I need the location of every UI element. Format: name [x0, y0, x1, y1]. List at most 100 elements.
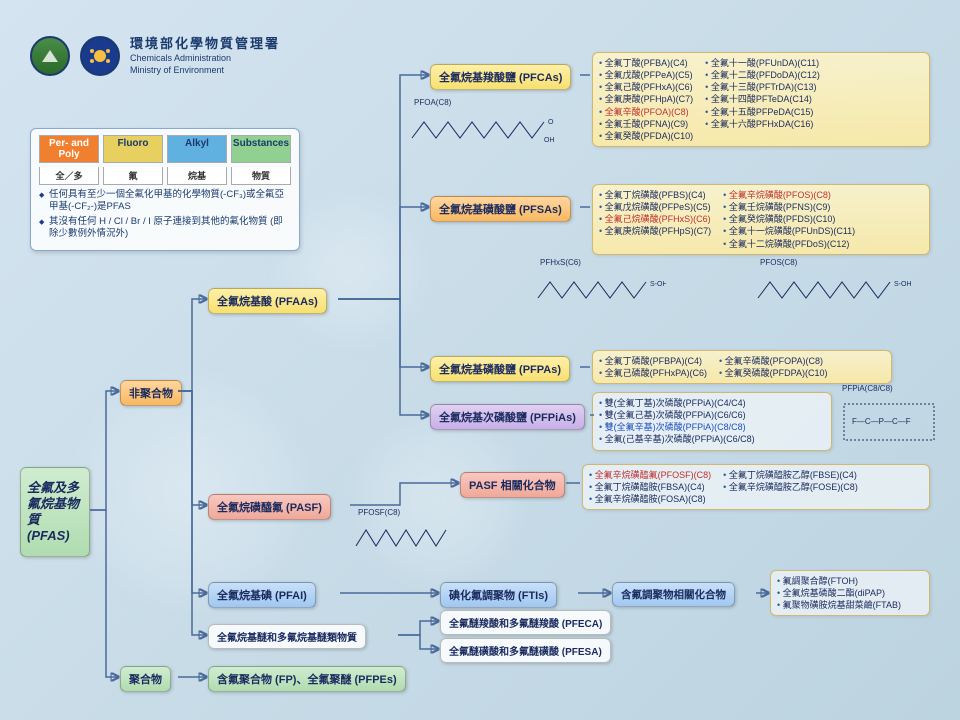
- legend-p-cn: 全／多: [39, 167, 99, 185]
- legend-s-cn: 物質: [231, 167, 291, 185]
- node-pfai: 全氟烷基碘 (PFAI): [208, 582, 316, 608]
- list-item: 全氟辛烷磺醯氟(PFOSF)(C8): [589, 469, 711, 481]
- ftis-label: 碘化氟調聚物 (FTIs): [449, 587, 548, 603]
- pfaas-label: 全氟烷基酸 (PFAAs): [217, 293, 318, 309]
- list-item: 全氟十二烷磺酸(PFDoS)(C12): [723, 238, 855, 250]
- chem-pfpia-label: PFPiA(C8/C8): [842, 384, 893, 393]
- chem-pfoa-icon: O OH: [410, 108, 560, 148]
- list-item: 氟聚物磺胺烷基甜菜鹼(FTAB): [777, 599, 923, 611]
- svg-text:S-OH: S-OH: [894, 281, 912, 288]
- pfpias-label: 全氟烷基次磷酸鹽 (PFPiAs): [439, 409, 576, 425]
- list-item: 全氟丁烷磺醯胺(FBSA)(C4): [589, 481, 711, 493]
- node-polymer: 聚合物: [120, 666, 171, 692]
- detail-pfsas: 全氟丁烷磺酸(PFBS)(C4)全氟戊烷磺酸(PFPeS)(C5)全氟己烷磺酸(…: [592, 184, 930, 255]
- detail-pasf-related: 全氟辛烷磺醯氟(PFOSF)(C8)全氟丁烷磺醯胺(FBSA)(C4)全氟辛烷磺…: [582, 464, 930, 510]
- list-item: 全氟丁烷磺醯胺乙醇(FBSE)(C4): [723, 469, 858, 481]
- node-nonpolymer: 非聚合物: [120, 380, 182, 406]
- pfcas-label: 全氟烷基羧酸鹽 (PFCAs): [439, 69, 562, 85]
- node-pfas-root-label: 全氟及多氟烷基物質 (PFAS): [27, 480, 83, 545]
- chem-pfhxs-icon: S-OH: [536, 268, 666, 308]
- ftrel-label: 含氟調聚物相關化合物: [621, 587, 726, 602]
- chem-pfhxs-label: PFHxS(C6): [540, 258, 581, 267]
- legend-f: Fluoro: [103, 135, 163, 163]
- node-pfesa: 全氟醚磺酸和多氟醚磺酸 (PFESA): [440, 638, 611, 663]
- list-item: 雙(全氟己基)次磷酸(PFPiA)(C6/C6): [599, 409, 825, 421]
- legend-s: Substances: [231, 135, 291, 163]
- fp-label: 含氟聚合物 (FP)、全氟聚醚 (PFPEs): [217, 671, 397, 687]
- list-item: 全氟十五酸PFPeDA(C15): [705, 106, 820, 118]
- ether-label: 全氟烷基醚和多氟烷基醚類物質: [217, 629, 357, 644]
- chem-pfosf-icon: [354, 518, 464, 554]
- list-item: 全氟癸烷磺酸(PFDS)(C10): [723, 213, 855, 225]
- list-item: 全氟辛烷磺醯胺(FOSA)(C8): [589, 493, 711, 505]
- list-item: 全氟烷基磷酸二酯(diPAP): [777, 587, 923, 599]
- pfeca-label: 全氟醚羧酸和多氟醚羧酸 (PFECA): [449, 615, 602, 630]
- svg-text:OH: OH: [544, 137, 555, 144]
- list-item: 全氟十一酸(PFUnDA)(C11): [705, 57, 820, 69]
- list-item: 全氟辛酸(PFOA)(C8): [599, 106, 693, 118]
- node-pasf: 全氟烷磺醯氟 (PASF): [208, 494, 331, 520]
- detail-ft-related: 氟調聚合醇(FTOH)全氟烷基磷酸二酯(diPAP)氟聚物磺胺烷基甜菜鹼(FTA…: [770, 570, 930, 616]
- header-title-en1: Chemicals Administration: [130, 53, 280, 65]
- list-item: 全氟己磷酸(PFHxPA)(C6): [599, 367, 707, 379]
- legend-note-2: 其沒有任何 H / Cl / Br / I 原子連接到其他的氟化物質 (即除少數…: [39, 216, 291, 241]
- list-item: 全氟己酸(PFHxA)(C6): [599, 81, 693, 93]
- chem-pfos-icon: S-OH: [756, 268, 916, 308]
- list-item: 全氟十二酸(PFDoDA)(C12): [705, 69, 820, 81]
- pfai-label: 全氟烷基碘 (PFAI): [217, 587, 307, 603]
- pfas-definition-box: Per- and Poly Fluoro Alkyl Substances 全／…: [30, 128, 300, 251]
- list-item: 全氟丁烷磺酸(PFBS)(C4): [599, 189, 711, 201]
- list-item: 全氟辛烷磺醯胺乙醇(FOSE)(C8): [723, 481, 858, 493]
- chem-pfos-label: PFOS(C8): [760, 258, 797, 267]
- pasf-rel-label: PASF 相關化合物: [469, 477, 556, 493]
- list-item: 全氟十六酸PFHxDA(C16): [705, 118, 820, 130]
- node-pfpas: 全氟烷基磷酸鹽 (PFPAs): [430, 356, 570, 382]
- pfpas-label: 全氟烷基磷酸鹽 (PFPAs): [439, 361, 561, 377]
- list-item: 全氟癸酸(PFDA)(C10): [599, 130, 693, 142]
- node-ftis: 碘化氟調聚物 (FTIs): [440, 582, 557, 608]
- list-item: 全氟庚酸(PFHpA)(C7): [599, 93, 693, 105]
- list-item: 全氟十四酸PFTeDA(C14): [705, 93, 820, 105]
- node-pfcas: 全氟烷基羧酸鹽 (PFCAs): [430, 64, 571, 90]
- legend-row-en: Per- and Poly Fluoro Alkyl Substances: [39, 135, 291, 163]
- node-pfpias: 全氟烷基次磷酸鹽 (PFPiAs): [430, 404, 585, 430]
- legend-f-cn: 氟: [103, 167, 163, 185]
- detail-pfpas: 全氟丁磷酸(PFBPA)(C4)全氟己磷酸(PFHxPA)(C6) 全氟辛磷酸(…: [592, 350, 892, 384]
- pfesa-label: 全氟醚磺酸和多氟醚磺酸 (PFESA): [449, 643, 602, 658]
- node-pfas-root: 全氟及多氟烷基物質 (PFAS): [20, 467, 90, 557]
- list-item: 全氟壬酸(PFNA)(C9): [599, 118, 693, 130]
- legend-a: Alkyl: [167, 135, 227, 163]
- node-ether: 全氟烷基醚和多氟烷基醚類物質: [208, 624, 366, 649]
- header-text: 環境部化學物質管理署 Chemicals Administration Mini…: [130, 36, 280, 76]
- svg-text:S-OH: S-OH: [650, 281, 666, 288]
- logo-chem-icon: [80, 36, 120, 76]
- detail-pfpias: 雙(全氟丁基)次磷酸(PFPiA)(C4/C4)雙(全氟己基)次磷酸(PFPiA…: [592, 392, 832, 451]
- list-item: 全氟(己基辛基)次磷酸(PFPiA)(C6/C8): [599, 433, 825, 445]
- legend-a-cn: 烷基: [167, 167, 227, 185]
- header-title-cn: 環境部化學物質管理署: [130, 36, 280, 53]
- list-item: 全氟己烷磺酸(PFHxS)(C6): [599, 213, 711, 225]
- node-pfaas: 全氟烷基酸 (PFAAs): [208, 288, 327, 314]
- legend-p: Per- and Poly: [39, 135, 99, 163]
- list-item: 全氟戊酸(PFPeA)(C5): [599, 69, 693, 81]
- list-item: 雙(全氟丁基)次磷酸(PFPiA)(C4/C4): [599, 397, 825, 409]
- legend-row-cn: 全／多 氟 烷基 物質: [39, 167, 291, 185]
- list-item: 全氟壬烷磺酸(PFNS)(C9): [723, 201, 855, 213]
- chem-pfpia-icon: F—C—P—C—F: [840, 396, 940, 446]
- svg-text:O: O: [548, 119, 554, 126]
- poly-label: 聚合物: [129, 671, 162, 687]
- node-pasf-related: PASF 相關化合物: [460, 472, 565, 498]
- chem-pfoa-label: PFOA(C8): [414, 98, 451, 107]
- list-item: 全氟辛磷酸(PFOPA)(C8): [719, 355, 828, 367]
- pfsas-label: 全氟烷基磺酸鹽 (PFSAs): [439, 201, 562, 217]
- header-title-en2: Ministry of Environment: [130, 65, 280, 77]
- list-item: 全氟十三酸(PFTrDA)(C13): [705, 81, 820, 93]
- list-item: 全氟癸磷酸(PFDPA)(C10): [719, 367, 828, 379]
- chem-pfosf-label: PFOSF(C8): [358, 508, 400, 517]
- nonpoly-label: 非聚合物: [129, 385, 173, 401]
- list-item: 全氟辛烷磺酸(PFOS)(C8): [723, 189, 855, 201]
- node-fp: 含氟聚合物 (FP)、全氟聚醚 (PFPEs): [208, 666, 406, 692]
- node-pfeca: 全氟醚羧酸和多氟醚羧酸 (PFECA): [440, 610, 611, 635]
- svg-text:F—C—P—C—F: F—C—P—C—F: [852, 417, 911, 426]
- list-item: 雙(全氟辛基)次磷酸(PFPiA)(C8/C8): [599, 421, 825, 433]
